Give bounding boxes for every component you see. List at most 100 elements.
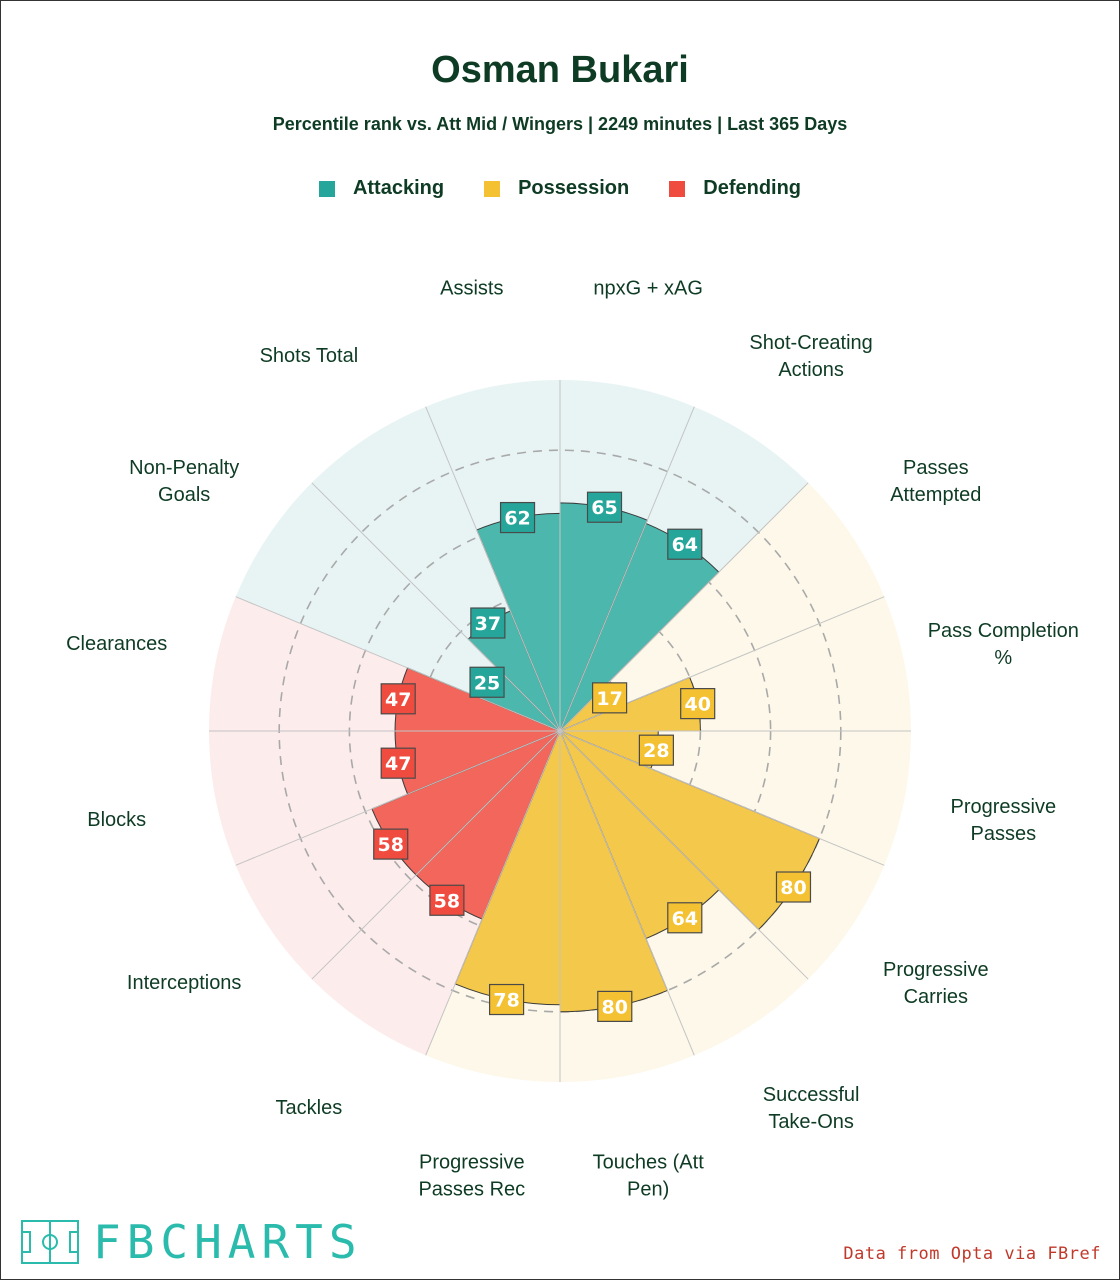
value-label-passes-attempted: 17 [592,682,628,714]
value-text: 17 [596,688,622,710]
value-box [586,491,623,523]
value-text: 47 [385,689,411,711]
value-text: 65 [591,497,617,519]
category-label-shot-creating-actions: Shot-Creating Actions [749,332,872,381]
category-label-line: Progressive [883,959,989,981]
category-label-line: Actions [778,359,844,381]
category-label-line: Progressive [419,1151,525,1173]
spoke-6 [559,730,809,980]
value-label-shots-total: 37 [470,607,506,639]
spoke-13 [235,596,561,732]
value-label-progressive-passes: 28 [638,734,674,766]
value-box [597,990,633,1023]
value-box [373,828,409,860]
value-text: 80 [780,877,806,899]
value-label-npxg-xag: 65 [586,491,623,523]
value-label-tackles: 58 [429,884,465,916]
spoke-5 [559,730,885,866]
bars [371,502,821,1013]
category-label-tackles: Tackles [276,1097,343,1119]
value-text: 25 [474,672,500,694]
legend-swatch-attacking [318,180,335,197]
category-label-line: Progressive [951,796,1057,818]
category-label-line: npxG + xAG [593,278,703,300]
value-label-touches-att-pen: 80 [597,990,633,1023]
category-label-line: Take-Ons [768,1111,854,1133]
value-box [499,501,536,534]
legend-swatch-defending [669,180,686,197]
category-label-passes-attempted: Passes Attempted [890,457,981,506]
category-label-pass-completion: Pass Completion% [928,620,1079,669]
legend-label-defending: Defending [703,177,802,199]
legend-item-attacking: Attacking [318,177,445,200]
background-sector-passes-attempted [560,482,885,731]
category-label-line: Goals [158,484,210,506]
legend-item-possession: Possession [484,177,629,200]
value-labels: 65 64 17 40 28 80 64 80 78 58 58 47 47 25 37 62 [373,491,812,1023]
category-label-line: Passes Rec [418,1178,525,1200]
legend-label-attacking: Attacking [352,177,445,199]
category-label-line: Pass Completion [928,620,1079,642]
spoke-14 [311,482,561,732]
pitch-icon [21,1220,79,1264]
value-label-non-penalty-goals: 25 [469,666,505,698]
value-box [488,983,525,1016]
category-label-line: Blocks [87,809,146,831]
value-text: 40 [684,694,710,716]
value-label-progressive-carries: 80 [775,871,812,903]
value-label-progressive-passes-rec: 78 [488,983,525,1016]
category-label-line: % [994,647,1012,669]
chart-title: Osman Bukari [431,49,689,91]
value-box [638,734,674,766]
spoke-15 [425,406,561,732]
value-label-successful-take-ons: 64 [667,902,703,934]
category-label-touches-att-pen: Touches (Att Pen) [593,1151,705,1200]
category-label-line: Shots Total [260,345,359,367]
value-box [775,871,812,903]
category-label-progressive-passes: Progressive Passes [951,796,1057,845]
value-box [429,884,465,916]
value-text: 64 [672,908,698,930]
value-label-pass-completion: 40 [680,688,716,720]
category-label-assists: Assists [440,278,503,300]
legend-swatch-possession [484,180,501,197]
spokes [209,380,911,1082]
value-text: 64 [672,534,698,556]
value-text: 58 [434,890,460,912]
value-box [667,528,703,560]
value-label-assists: 62 [499,501,536,534]
value-label-blocks: 47 [380,747,416,779]
value-box [380,747,416,779]
logo-text: FBCHARTS [93,1215,363,1269]
value-text: 28 [643,740,669,762]
value-text: 80 [602,996,628,1018]
legend-label-possession: Possession [518,177,630,199]
category-label-clearances: Clearances [66,633,167,655]
spoke-7 [559,730,695,1056]
spoke-11 [235,730,561,866]
category-label-progressive-passes-rec: Progressive Passes Rec [418,1151,525,1200]
legend-item-defending: Defending [669,177,801,200]
value-text: 78 [493,990,519,1012]
category-label-interceptions: Interceptions [127,972,242,994]
category-label-line: Successful [763,1084,860,1106]
category-label-line: Shot-Creating [749,332,872,354]
category-label-line: Non-Penalty [129,457,239,479]
category-label-line: Pen) [627,1178,669,1200]
spoke-1 [559,406,695,732]
category-label-line: Carries [904,986,968,1008]
spoke-9 [425,730,561,1056]
category-label-line: Touches (Att [593,1151,705,1173]
value-text: 47 [385,753,411,775]
category-labels: npxG + xAG Shot-Creating Actions Passes Atte… [66,278,1079,1201]
value-box [680,688,716,720]
category-label-blocks: Blocks [87,809,146,831]
value-box [470,607,506,639]
fbcharts-logo: FBCHARTS [21,1215,363,1269]
value-box [469,666,505,698]
category-label-successful-take-ons: Successful Take-Ons [763,1084,860,1133]
category-label-shots-total: Shots Total [260,345,359,367]
value-label-interceptions: 58 [373,828,409,860]
